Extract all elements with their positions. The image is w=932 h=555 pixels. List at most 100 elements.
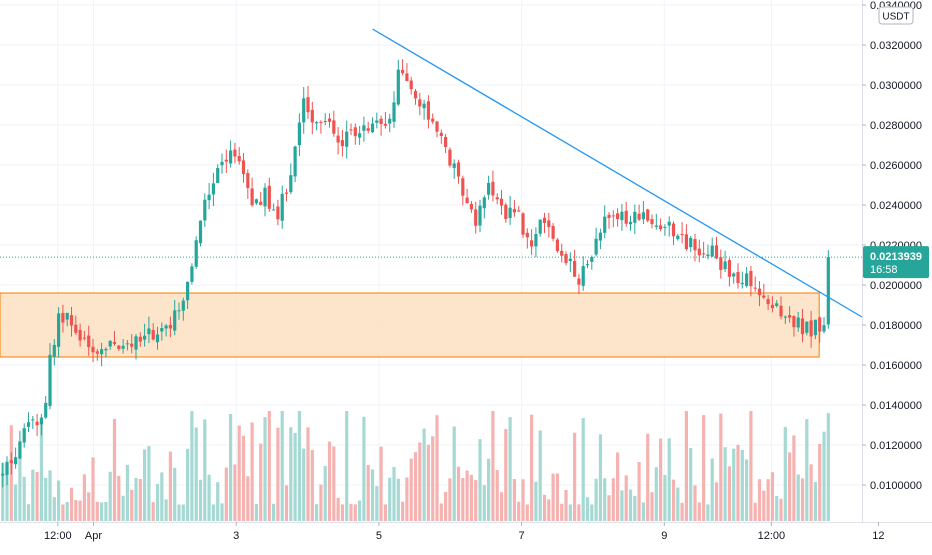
candle-body [229, 150, 233, 164]
volume-bar [155, 483, 160, 521]
volume-bar [250, 422, 254, 521]
candle-body [530, 240, 534, 247]
candle-body [138, 336, 142, 342]
candle-body [22, 428, 26, 443]
candle-body [719, 257, 723, 271]
volume-bar [499, 492, 504, 521]
volume-bar [280, 411, 284, 521]
volume-bar [366, 464, 370, 521]
currency-badge: USDT [878, 6, 914, 25]
volume-bar [465, 470, 469, 521]
volume-bar [740, 449, 744, 521]
volume-bar [590, 504, 594, 521]
candle-body [826, 257, 830, 325]
candle-body [431, 118, 435, 122]
volume-bar [82, 474, 87, 521]
candle-body [74, 324, 78, 333]
candle-body [542, 217, 547, 224]
candle-body [749, 270, 753, 287]
price-tick-label: 0.0240000 [870, 200, 922, 212]
candle-body [800, 318, 805, 335]
candle-body [491, 181, 495, 196]
candle-body [401, 69, 405, 74]
volume-bar [207, 474, 211, 521]
volume-bar [190, 411, 194, 521]
volume-bar [702, 415, 706, 521]
candle-body [164, 325, 168, 329]
volume-bar [358, 500, 362, 521]
candle-body [26, 422, 31, 427]
candle-body [517, 210, 521, 212]
candle-body [796, 317, 800, 328]
volume-bar [620, 490, 624, 521]
candle-body [702, 253, 706, 255]
trendline[interactable] [372, 28, 863, 318]
candle-body [706, 254, 710, 257]
time-axis[interactable]: 12:00 Apr 3 5 7 9 12:00 12 [0, 522, 932, 550]
candle-body [818, 317, 822, 332]
volume-bar [401, 501, 405, 521]
currency-label: USDT [882, 12, 909, 23]
volume-bar [104, 501, 108, 521]
volume-bar [555, 473, 560, 521]
candle-body [551, 225, 555, 239]
volume-bar [186, 448, 190, 521]
candle-body [358, 133, 362, 138]
volume-bar [654, 467, 658, 521]
candle-body [353, 127, 357, 137]
time-tick-label: 12 [872, 530, 884, 542]
candle-body [336, 135, 340, 143]
volume-bar [121, 495, 125, 521]
volume-bar [504, 429, 508, 521]
candle-body [461, 178, 465, 196]
candle-body [332, 120, 336, 134]
volume-bar [259, 443, 263, 521]
volume-bar [762, 490, 766, 521]
candle-body [186, 281, 190, 301]
candle-body [757, 288, 762, 296]
candle-body [194, 240, 198, 267]
candle-body [100, 349, 104, 355]
volume-bar [689, 447, 693, 521]
volume-bar [512, 479, 517, 521]
candle-body [211, 183, 216, 195]
candle-body [121, 345, 125, 349]
candle-body [48, 354, 52, 406]
last-price-value: 0.0213939 [870, 251, 922, 263]
volume-bar [1, 462, 5, 521]
candle-body [388, 118, 392, 124]
volume-bar [392, 467, 396, 521]
candle-body [598, 232, 603, 241]
volume-bar [315, 504, 319, 521]
candle-body [435, 121, 439, 132]
volume-bar [809, 464, 813, 521]
volume-bar [35, 472, 39, 521]
candle-body [315, 122, 319, 124]
price-tick-label: 0.0260000 [870, 160, 922, 172]
candle-body [375, 120, 379, 123]
volume-bar [538, 430, 542, 521]
candle-body [39, 417, 44, 425]
candle-body [426, 101, 431, 120]
candle-body [241, 160, 246, 175]
volume-bar [267, 411, 271, 521]
candle-body [783, 316, 787, 318]
candle-body [573, 260, 577, 277]
volume-bars [1, 411, 830, 521]
volume-bar [48, 470, 52, 521]
candle-body [203, 199, 207, 221]
candle-body [680, 234, 684, 236]
candle-body [663, 226, 667, 228]
candle-body [190, 266, 194, 282]
candle-body [220, 161, 224, 166]
candle-body [293, 146, 297, 177]
volume-bar [422, 428, 426, 521]
candle-body [474, 209, 478, 226]
candle-body [809, 320, 813, 337]
volume-bar [418, 442, 422, 521]
volume-bar [388, 477, 392, 521]
volume-bar [52, 497, 56, 521]
volume-bar [676, 487, 680, 521]
volume-bar [616, 452, 620, 521]
